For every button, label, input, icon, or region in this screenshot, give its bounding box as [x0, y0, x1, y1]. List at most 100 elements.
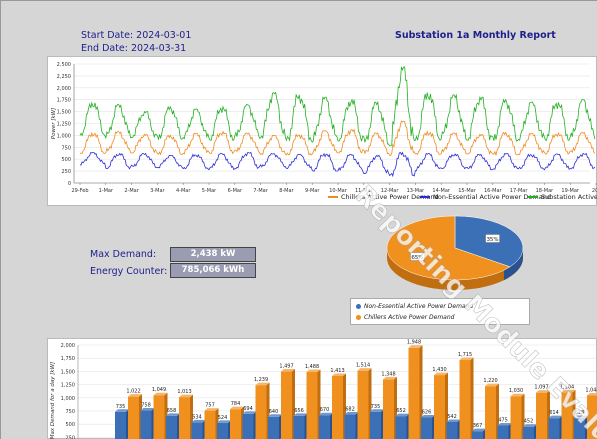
bar-non-essential-front — [140, 410, 152, 439]
bar-chillers-front — [510, 396, 522, 439]
x-tick-label: 1-Mar — [99, 188, 114, 194]
bar-chillers-front — [434, 375, 445, 439]
bar-chillers-front — [357, 370, 369, 439]
bar-non-essential-top — [395, 413, 410, 417]
bar-value-label-chillers: 1,239 — [254, 377, 268, 383]
x-tick-label: 8-Mar — [279, 188, 294, 194]
bar-value-label-non-essential: 452 — [524, 419, 534, 425]
bar-value-label-non-essential: 682 — [345, 407, 355, 413]
bar-value-label-non-essential: 618 — [575, 410, 585, 416]
bar-chart-panel: 250 500 750 1,000 1,250 1,500 1,750 2,000 Max De… — [47, 338, 597, 439]
bar-chillers-top — [561, 389, 576, 393]
legend-swatch-non-essential — [420, 196, 430, 198]
bar-chillers-side — [419, 345, 423, 439]
bar-value-label-non-essential: 694 — [243, 406, 253, 412]
bar-chillers-top — [587, 392, 597, 396]
bar-non-essential — [166, 413, 180, 439]
bar-chillers-front — [459, 360, 471, 439]
bar-non-essential — [548, 415, 563, 439]
pie-legend-dot-non-essential — [356, 304, 361, 309]
bar-non-essential-front — [319, 415, 330, 439]
bar-chillers — [536, 390, 550, 439]
y-tick-label: 250 — [65, 435, 75, 439]
bar-non-essential — [293, 413, 308, 439]
bar-chillers — [230, 406, 244, 439]
y-tick-label: 750 — [65, 409, 75, 415]
bar-chillers-side — [470, 357, 474, 439]
bar-chillers-front — [255, 385, 267, 439]
bar-non-essential — [421, 415, 435, 439]
bar-chillers-top — [153, 392, 168, 396]
pie-legend-label-non-essential: Non-Essential Active Power Demand — [364, 303, 474, 310]
pie-legend-item-chillers: Chillers Active Power Demand — [356, 314, 454, 321]
bar-non-essential-front — [446, 421, 458, 439]
legend-label-chillers: Chillers Active Power Demand — [341, 193, 439, 201]
bar-value-label-chillers: 784 — [231, 401, 241, 407]
bar-chillers — [383, 376, 397, 439]
bar-non-essential — [191, 419, 206, 439]
bar-non-essential — [217, 420, 231, 439]
x-tick-label: 6-Mar — [228, 188, 243, 194]
bar-non-essential-front — [115, 411, 126, 439]
bar-non-essential-top — [370, 409, 384, 412]
bar-non-essential — [472, 428, 486, 439]
max-demand-value: 2,438 kW — [170, 247, 256, 262]
bar-chillers — [179, 394, 193, 439]
bar-value-label-chillers: 1,220 — [483, 378, 497, 384]
bar-non-essential-top — [115, 409, 129, 412]
bar-value-label-non-essential: 524 — [218, 415, 228, 421]
bar-chillers-front — [561, 392, 573, 439]
bar-non-essential-top — [319, 412, 333, 416]
bar-value-label-non-essential: 735 — [371, 404, 381, 410]
y-tick-label: 2,000 — [57, 86, 71, 92]
substation-series-line — [79, 66, 596, 147]
bar-chillers — [459, 357, 474, 439]
bar-chillers — [153, 392, 168, 439]
bar-chillers-top — [128, 394, 142, 397]
bar-chillers-top — [357, 368, 372, 371]
bar-value-label-non-essential: 640 — [269, 409, 279, 415]
pie-chart: 35% 65% — [386, 215, 524, 290]
pie-label-box — [485, 234, 500, 243]
bar-non-essential-front — [293, 415, 305, 439]
bar-non-essential-front — [574, 417, 585, 439]
x-tick-label: 13-Mar — [407, 188, 426, 194]
bar-non-essential — [344, 412, 359, 439]
bar-chillers-front — [179, 397, 190, 439]
bar-chillers-top — [179, 394, 193, 398]
legend-swatch-substation — [528, 196, 538, 198]
y-tick-label: 2,500 — [57, 62, 71, 68]
bar-chillers-top — [434, 372, 448, 376]
bar-value-label-chillers: 1,488 — [305, 364, 319, 370]
bar-non-essential — [446, 419, 461, 439]
bar-chillers — [128, 394, 142, 439]
bar-non-essential-top — [242, 411, 257, 414]
start-date: Start Date: 2024-03-01 — [81, 30, 192, 41]
bar-non-essential-top — [523, 424, 537, 427]
bar-non-essential-top — [191, 419, 206, 423]
bar-value-label-non-essential: 735 — [116, 404, 126, 410]
bar-non-essential — [319, 412, 333, 439]
bar-chillers-top — [306, 369, 321, 373]
bar-value-label-non-essential: 475 — [498, 417, 508, 423]
bar-chillers-front — [536, 392, 547, 439]
non-essential-series-line — [79, 151, 596, 178]
bar-non-essential-top — [548, 415, 563, 419]
bar-non-essential — [115, 409, 129, 439]
x-tick-label: 4-Mar — [176, 188, 191, 194]
pie-label: 35% — [486, 237, 498, 243]
bar-chillers-top — [485, 383, 499, 387]
legend-item-substation: Substation Active Po — [528, 193, 597, 204]
line-chart-panel: 0 250 500 750 1,000 1,250 1,500 1,750 2,000 2,250… — [47, 56, 597, 206]
y-tick-label: 1,500 — [57, 110, 71, 116]
x-tick-label: 20- — [592, 188, 597, 194]
bar-value-label-chillers: 1,430 — [432, 367, 446, 373]
x-tick-label: 2-Mar — [124, 188, 139, 194]
report-title: Substation 1a Monthly Report — [395, 30, 556, 41]
x-tick-label: 9-Mar — [305, 188, 320, 194]
bar-non-essential-top — [344, 412, 359, 415]
bar-non-essential — [268, 414, 282, 439]
legend-label-non-essential: Non-Essential Active Power Demand — [433, 193, 551, 201]
y-axis-label: Power [kW] — [51, 108, 57, 140]
pie-legend: Non-Essential Active Power Demand Chille… — [350, 298, 530, 325]
